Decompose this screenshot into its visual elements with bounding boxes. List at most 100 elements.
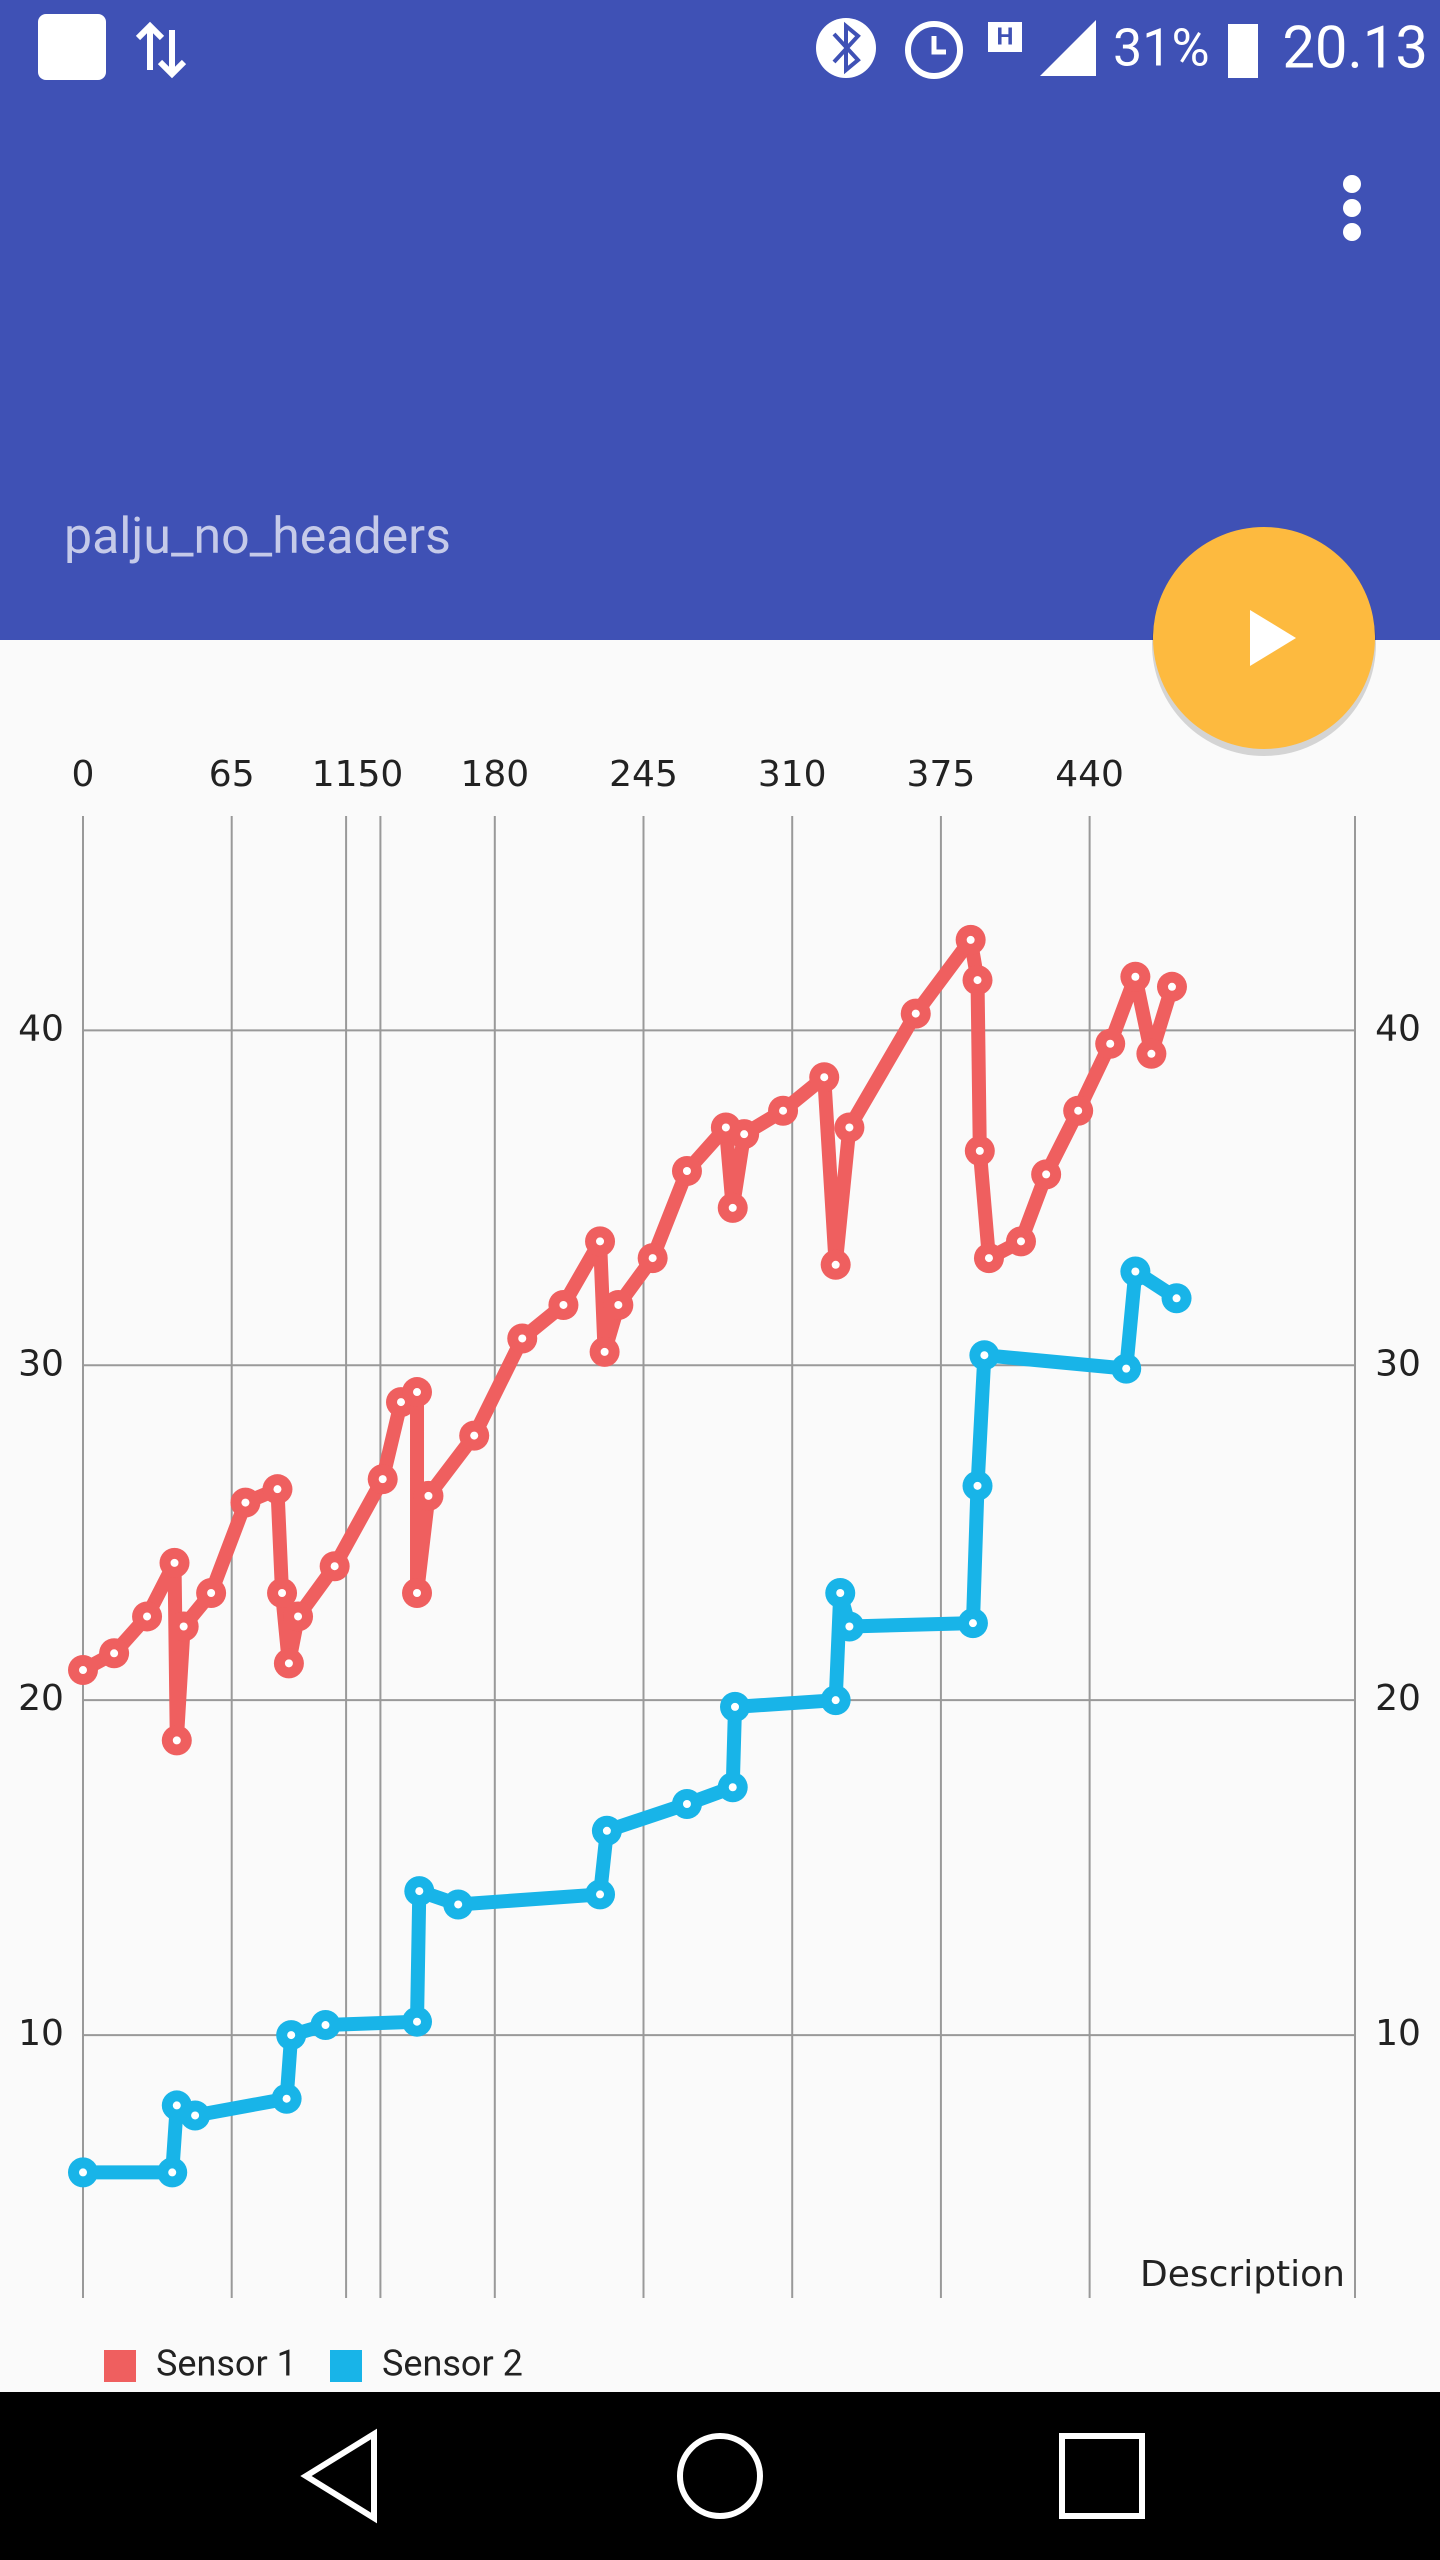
data-point-hole bbox=[207, 1589, 216, 1598]
data-point-hole bbox=[424, 1491, 433, 1500]
data-point-hole bbox=[278, 1589, 287, 1598]
data-point-hole bbox=[191, 2111, 200, 2120]
data-point-hole bbox=[614, 1300, 623, 1309]
menu-dot bbox=[1343, 175, 1361, 193]
data-point-hole bbox=[1131, 1267, 1140, 1276]
data-point-hole bbox=[1131, 972, 1140, 981]
network-badge bbox=[988, 22, 1022, 52]
x-tick-label: 375 bbox=[907, 754, 976, 795]
alarm-icon bbox=[905, 21, 963, 79]
data-point-hole bbox=[415, 1887, 424, 1896]
series-line bbox=[79, 932, 1179, 1748]
data-point-hole bbox=[1172, 1294, 1181, 1303]
x-tick-label: 180 bbox=[460, 754, 529, 795]
legend-swatch bbox=[330, 2350, 362, 2382]
data-point-hole bbox=[728, 1783, 737, 1792]
x-tick-label: 310 bbox=[758, 754, 827, 795]
battery-text: 31% bbox=[1113, 18, 1210, 79]
data-point-hole bbox=[596, 1890, 605, 1899]
data-point-hole bbox=[413, 1589, 422, 1598]
data-point-hole bbox=[397, 1398, 405, 1407]
data-point-hole bbox=[172, 2101, 181, 2110]
y-tick-label: 20 bbox=[18, 1678, 64, 1719]
data-point-hole bbox=[984, 1254, 993, 1263]
data-point-hole bbox=[79, 1666, 87, 1675]
data-point-hole bbox=[966, 935, 975, 944]
menu-dot bbox=[1343, 199, 1361, 217]
data-point-hole bbox=[648, 1254, 657, 1263]
data-icon bbox=[135, 21, 187, 79]
play-icon bbox=[1250, 610, 1296, 666]
data-point-hole bbox=[1122, 1364, 1131, 1373]
home-button[interactable] bbox=[677, 2433, 763, 2519]
data-point-hole bbox=[845, 1622, 854, 1631]
play-button[interactable] bbox=[1152, 527, 1376, 756]
data-point-hole bbox=[845, 1123, 854, 1132]
x-tick-label: 50 bbox=[358, 754, 404, 795]
app-title: palju_no_headers bbox=[64, 508, 451, 566]
data-point-hole bbox=[172, 1736, 181, 1745]
data-point-hole bbox=[980, 1351, 989, 1360]
data-point-hole bbox=[294, 1612, 303, 1621]
data-point-hole bbox=[731, 1702, 740, 1711]
data-point-hole bbox=[110, 1649, 119, 1658]
data-point-hole bbox=[721, 1123, 730, 1132]
data-point-hole bbox=[820, 1073, 829, 1082]
data-point-hole bbox=[454, 1900, 463, 1909]
data-point-hole bbox=[470, 1431, 479, 1440]
x-tick-label: 440 bbox=[1055, 754, 1124, 795]
series-line bbox=[83, 1264, 1181, 2180]
data-point-hole bbox=[79, 2168, 87, 2177]
app-bar bbox=[0, 0, 1440, 640]
network-type: H bbox=[997, 22, 1014, 50]
data-point-hole bbox=[973, 1481, 982, 1490]
data-point-hole bbox=[1147, 1049, 1156, 1058]
data-point-hole bbox=[1167, 982, 1176, 991]
y2-tick-label: 40 bbox=[1375, 1008, 1421, 1049]
data-point-hole bbox=[973, 976, 982, 985]
data-point-hole bbox=[911, 1009, 920, 1018]
data-point-hole bbox=[831, 1260, 840, 1269]
data-point-hole bbox=[330, 1562, 339, 1571]
chart-description: Description bbox=[1140, 2254, 1345, 2295]
data-point-hole bbox=[682, 1167, 691, 1176]
alarm-hands bbox=[931, 36, 946, 55]
data-point-hole bbox=[596, 1237, 605, 1246]
y2-tick-label: 10 bbox=[1375, 2013, 1421, 2054]
data-point-hole bbox=[602, 1826, 611, 1835]
data-point-hole bbox=[1106, 1039, 1115, 1048]
legend-label: Sensor 1 bbox=[156, 2343, 297, 2385]
data-point-hole bbox=[287, 2031, 296, 2040]
data-point-hole bbox=[975, 1146, 984, 1155]
data-point-hole bbox=[836, 1589, 845, 1598]
x-tick-label: 65 bbox=[209, 754, 255, 795]
data-point-hole bbox=[321, 2021, 330, 2030]
y2-tick-label: 20 bbox=[1375, 1678, 1421, 1719]
overflow-menu[interactable] bbox=[1343, 175, 1361, 241]
back-button[interactable] bbox=[300, 2428, 377, 2524]
recents-button[interactable] bbox=[1059, 2433, 1145, 2519]
nav-bar bbox=[0, 2392, 1440, 2560]
legend-swatch bbox=[104, 2350, 136, 2382]
data-point-hole bbox=[241, 1498, 250, 1507]
data-point-hole bbox=[779, 1106, 788, 1115]
notification-icon bbox=[38, 14, 106, 80]
data-point-hole bbox=[284, 1659, 293, 1668]
data-point-hole bbox=[559, 1300, 568, 1309]
data-point-hole bbox=[143, 1612, 152, 1621]
data-point-hole bbox=[1074, 1106, 1083, 1115]
x-tick-label: 245 bbox=[609, 754, 678, 795]
data-point-hole bbox=[728, 1203, 737, 1212]
x-tick-label: 0 bbox=[72, 754, 95, 795]
data-point-hole bbox=[600, 1347, 609, 1356]
data-point-hole bbox=[168, 2168, 177, 2177]
legend-label: Sensor 2 bbox=[382, 2343, 523, 2385]
menu-dot bbox=[1343, 223, 1361, 241]
data-point-hole bbox=[170, 1558, 179, 1567]
data-point-hole bbox=[831, 1696, 840, 1705]
data-point-hole bbox=[378, 1475, 387, 1484]
data-point-hole bbox=[518, 1334, 527, 1343]
